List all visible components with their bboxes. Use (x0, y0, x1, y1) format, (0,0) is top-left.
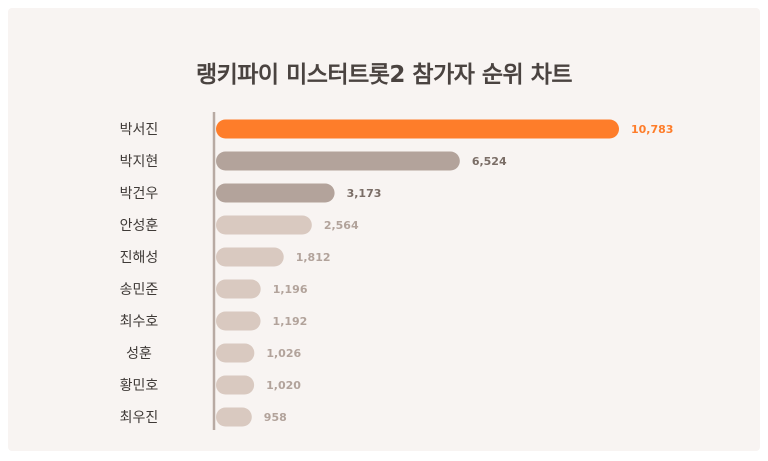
chart-title: 랭키파이 미스터트롯2 참가자 순위 차트 (195, 62, 573, 88)
value-label: 1,196 (273, 283, 308, 296)
bar (216, 279, 261, 299)
bar (216, 407, 252, 427)
bar (216, 215, 312, 235)
category-label: 황민호 (120, 378, 159, 394)
category-label: 성훈 (126, 346, 152, 362)
bar (216, 151, 460, 171)
value-label: 958 (264, 411, 287, 424)
bar (216, 183, 335, 203)
value-label: 3,173 (347, 187, 382, 200)
category-label: 박건우 (120, 186, 159, 202)
bar (216, 247, 284, 267)
bar (216, 343, 255, 363)
value-label: 1,026 (266, 347, 301, 360)
bar (216, 311, 261, 331)
category-label: 최우진 (120, 410, 159, 426)
category-label: 박서진 (120, 122, 159, 138)
category-label: 진해성 (120, 250, 159, 266)
value-label: 10,783 (631, 123, 673, 136)
category-label: 안성훈 (120, 218, 159, 234)
category-label: 박지현 (120, 154, 159, 170)
value-label: 6,524 (472, 155, 507, 168)
value-label: 1,812 (296, 251, 331, 264)
chart-card (8, 8, 760, 451)
bar (216, 375, 255, 395)
bar (216, 119, 619, 139)
category-label: 최수호 (120, 314, 159, 330)
value-label: 1,192 (273, 315, 308, 328)
value-label: 2,564 (324, 219, 359, 232)
category-label: 송민준 (120, 282, 159, 298)
value-label: 1,020 (266, 379, 301, 392)
